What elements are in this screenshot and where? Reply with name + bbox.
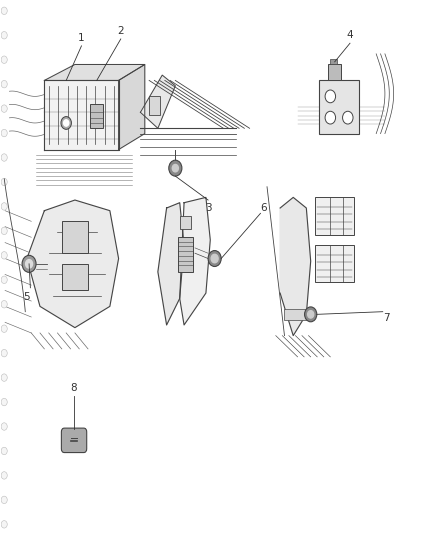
Text: 1: 1 [78,33,85,43]
Bar [319,80,359,134]
Text: 6: 6 [261,203,267,213]
Circle shape [325,111,336,124]
Polygon shape [119,64,145,150]
Bar [180,216,191,229]
Text: 8: 8 [71,383,78,393]
Circle shape [1,80,7,88]
Circle shape [169,160,182,176]
Polygon shape [27,200,119,328]
Bar [315,197,354,235]
Polygon shape [141,75,175,128]
Circle shape [1,374,7,381]
Circle shape [1,227,7,235]
Circle shape [1,276,7,284]
Circle shape [1,7,7,14]
Circle shape [343,111,353,124]
Bar [285,309,311,320]
Bar [315,245,354,282]
Circle shape [325,90,336,103]
Text: 7: 7 [383,313,389,323]
Circle shape [1,496,7,504]
Text: 3: 3 [205,203,212,213]
Circle shape [211,254,218,263]
Polygon shape [44,64,145,80]
Bar [62,221,88,253]
Circle shape [1,521,7,528]
Circle shape [208,251,221,266]
Bar [177,237,193,272]
Circle shape [307,311,314,318]
Bar [149,96,160,115]
Circle shape [25,260,32,268]
Circle shape [1,301,7,308]
Circle shape [1,56,7,63]
Circle shape [61,117,71,130]
Circle shape [1,447,7,455]
Polygon shape [158,203,184,325]
Circle shape [64,120,69,126]
Circle shape [1,154,7,161]
Circle shape [1,130,7,137]
Polygon shape [280,197,311,336]
Text: 5: 5 [23,292,29,302]
FancyBboxPatch shape [61,428,87,453]
Circle shape [1,178,7,185]
Circle shape [1,398,7,406]
Text: 4: 4 [346,30,353,41]
Circle shape [1,31,7,39]
Circle shape [1,252,7,259]
Circle shape [1,472,7,479]
Bar [62,264,88,290]
Bar [90,104,103,128]
Circle shape [1,105,7,112]
Polygon shape [44,80,119,150]
Circle shape [22,255,36,272]
Circle shape [172,165,178,172]
Polygon shape [180,197,210,325]
Circle shape [304,307,317,322]
Circle shape [1,423,7,430]
Bar [330,59,337,64]
Bar [328,64,341,80]
Text: 2: 2 [117,26,124,36]
Circle shape [1,203,7,210]
Circle shape [1,325,7,333]
Circle shape [1,350,7,357]
